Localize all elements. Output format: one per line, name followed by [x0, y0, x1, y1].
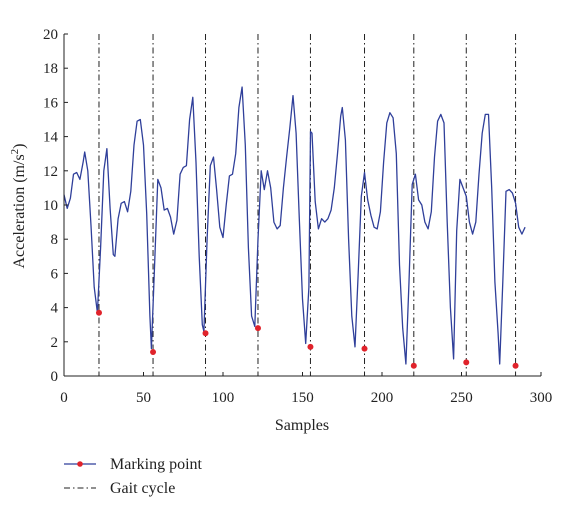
y-axis-title: Acceleration (m/s2) — [9, 144, 28, 269]
legend-marking-label: Marking point — [110, 456, 203, 473]
x-tick-label-150: 150 — [291, 390, 314, 406]
y-axis-title-exponent: 2 — [9, 149, 21, 155]
y-tick-label-14: 14 — [43, 130, 59, 146]
series-line-1 — [63, 86, 526, 365]
marking-point-2 — [150, 349, 157, 356]
y-tick-label-6: 6 — [51, 266, 59, 282]
y-tick-label-4: 4 — [51, 301, 59, 317]
x-tick-label-50: 50 — [136, 390, 151, 406]
marking-point-5 — [307, 343, 314, 350]
axes — [63, 33, 542, 377]
x-tick-label-100: 100 — [212, 390, 235, 406]
marking-point-7 — [410, 362, 417, 369]
y-axis-title-close: ) — [11, 144, 28, 149]
marking-point-1 — [95, 309, 102, 316]
marking-point-8 — [463, 359, 470, 366]
y-tick-label-2: 2 — [51, 335, 59, 351]
x-tick-label-250: 250 — [450, 390, 473, 406]
legend-gait-label: Gait cycle — [110, 480, 175, 497]
marking-point-3 — [202, 330, 209, 337]
acceleration-series — [63, 86, 526, 365]
y-tick-label-0: 0 — [51, 369, 59, 385]
legend-marking-dot — [77, 461, 83, 467]
marking-points — [95, 309, 519, 369]
y-tick-label-8: 8 — [51, 232, 59, 248]
y-tick-label-20: 20 — [43, 27, 58, 43]
x-tick-label-0: 0 — [60, 390, 68, 406]
x-tick-label-300: 300 — [530, 390, 553, 406]
y-tick-label-10: 10 — [43, 198, 58, 214]
x-axis-title: Samples — [275, 417, 329, 434]
marking-point-9 — [512, 362, 519, 369]
marking-point-4 — [254, 325, 261, 332]
legend: Marking point Gait cycle — [64, 456, 203, 497]
marking-point-6 — [361, 345, 368, 352]
y-tick-label-12: 12 — [43, 164, 58, 180]
y-axis-title-main: Acceleration (m/s — [11, 154, 28, 268]
x-tick-label-200: 200 — [371, 390, 394, 406]
y-tick-label-16: 16 — [43, 95, 59, 111]
y-tick-label-18: 18 — [43, 61, 58, 77]
